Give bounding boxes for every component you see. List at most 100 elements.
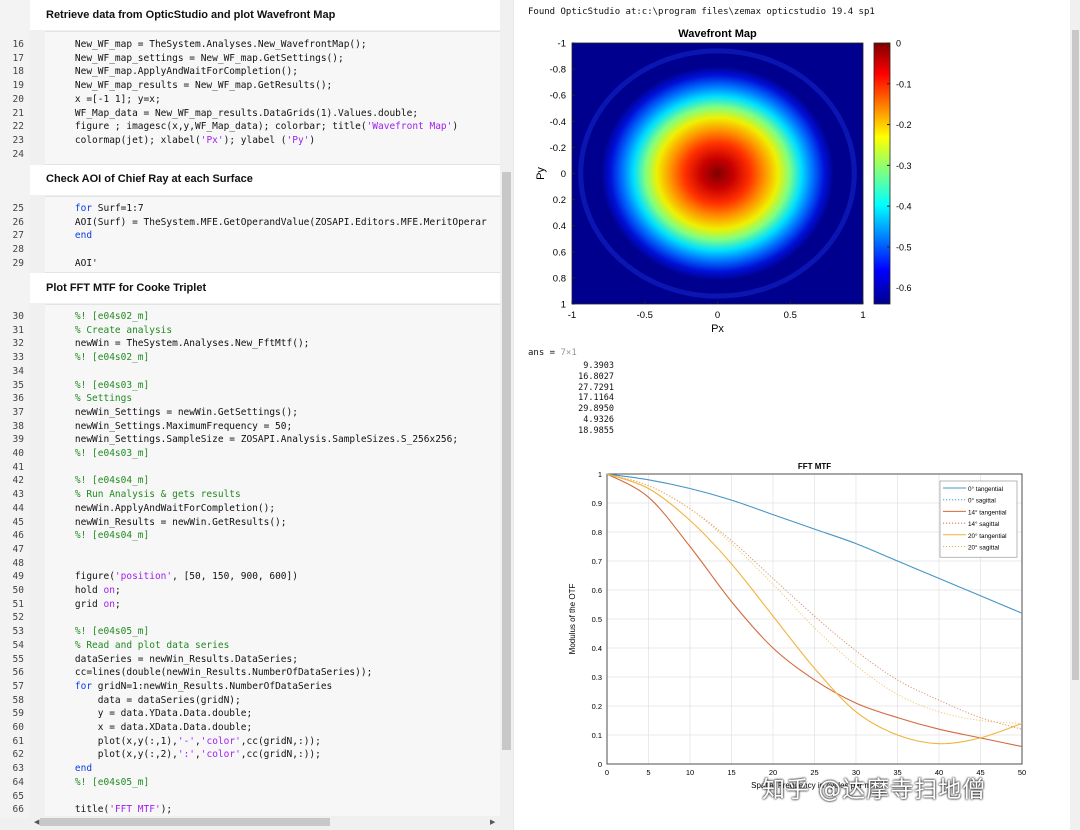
line-number: 33 xyxy=(12,352,24,364)
code-line[interactable]: % Run Analysis & gets results xyxy=(52,488,241,502)
code-line[interactable]: %! [e04s02_m] xyxy=(52,351,149,365)
live-editor[interactable]: Retrieve data from OpticStudio and plot … xyxy=(0,0,513,830)
code-token: %! [e04s04_m] xyxy=(52,530,150,542)
code-token: end xyxy=(74,763,93,775)
code-line[interactable]: dataSeries = newWin_Results.DataSeries; xyxy=(52,653,298,667)
section-header-aoi[interactable]: Check AOI of Chief Ray at each Surface xyxy=(30,165,500,195)
code-line[interactable]: x = data.XData.Data.double; xyxy=(52,721,252,735)
series-line-3 xyxy=(606,473,1023,730)
code-line[interactable]: %! [e04s03_m] xyxy=(52,447,149,461)
code-line[interactable]: AOI(Surf) = TheSystem.MFE.GetOperandValu… xyxy=(52,216,487,230)
section-title: Plot FFT MTF for Cooke Triplet xyxy=(46,282,207,294)
line-number: 63 xyxy=(12,763,24,775)
code-line[interactable]: x =[-1 1]; y=x; xyxy=(52,93,161,107)
y-tick-label: -0.8 xyxy=(550,65,566,76)
code-line[interactable]: newWin_Settings = newWin.GetSettings(); xyxy=(52,406,298,420)
code-line[interactable]: for Surf=1:7 xyxy=(52,202,144,216)
line-number: 54 xyxy=(12,639,24,651)
code-line[interactable]: %! [e04s04_m] xyxy=(52,529,149,543)
code-line[interactable]: colormap(jet); xlabel('Px'); ylabel ('Py… xyxy=(52,134,315,148)
code-token: newWin_Settings.MaximumFrequency = 50; xyxy=(52,420,293,432)
code-line[interactable]: New_WF_map = TheSystem.Analyses.New_Wave… xyxy=(52,38,367,52)
line-number: 55 xyxy=(12,653,24,665)
line-number: 16 xyxy=(12,39,24,50)
code-line[interactable]: % Create analysis xyxy=(52,324,172,338)
code-token: '-' xyxy=(177,735,196,747)
editor-horizontal-scroll-thumb[interactable] xyxy=(40,818,330,826)
x-tick-label: -1 xyxy=(568,310,576,321)
code-block-aoi[interactable] xyxy=(45,196,500,273)
output-pane[interactable]: Found OpticStudio at:c:\program files\ze… xyxy=(514,0,1070,830)
code-token: % Read and plot data series xyxy=(52,639,230,651)
code-line[interactable]: hold on; xyxy=(52,584,121,598)
code-line[interactable]: for gridN=1:newWin_Results.NumberOfDataS… xyxy=(52,680,332,694)
line-number: 53 xyxy=(12,626,24,638)
code-line[interactable]: data = dataSeries(gridN); xyxy=(52,694,241,708)
code-line[interactable]: New_WF_map_results = New_WF_map.GetResul… xyxy=(52,79,332,93)
code-line[interactable]: %! [e04s03_m] xyxy=(52,379,149,393)
code-line[interactable]: New_WF_map_settings = New_WF_map.GetSett… xyxy=(52,52,344,66)
code-line[interactable]: end xyxy=(52,762,92,776)
code-line[interactable]: newWin = TheSystem.Analyses.New_FftMtf()… xyxy=(52,337,310,351)
code-token: x = data.XData.Data.double; xyxy=(52,722,253,733)
code-token: Surf=1:7 xyxy=(92,203,144,214)
code-token: ':' xyxy=(177,749,196,761)
code-line[interactable]: cc=lines(double(newWin_Results.NumberOfD… xyxy=(52,666,372,680)
code-line[interactable]: % Settings xyxy=(52,392,132,406)
code-token: newWin_Results = newWin.GetResults(); xyxy=(52,516,287,528)
fft-mtf-figure[interactable]: 0 5 10 15 20 25 30 35 40 45 50 0 0.1 0.2 0.3 0.4 0.5 0.6 0… xyxy=(554,455,1064,815)
code-line[interactable]: title('FFT MTF'); xyxy=(52,803,172,817)
code-line[interactable]: end xyxy=(52,229,92,243)
code-line[interactable]: plot(x,y(:,1),'-','color',cc(gridN,:)); xyxy=(52,735,321,749)
code-line[interactable]: y = data.YData.Data.double; xyxy=(52,707,252,721)
code-line[interactable]: newWin_Settings.MaximumFrequency = 50; xyxy=(52,420,292,434)
x-tick-label: 25 xyxy=(810,768,818,777)
line-number: 38 xyxy=(12,420,24,432)
code-line[interactable]: AOI' xyxy=(52,257,98,271)
line-number: 50 xyxy=(12,585,24,596)
x-tick-label: 20 xyxy=(769,768,777,777)
code-line[interactable]: grid on; xyxy=(52,598,121,612)
code-line[interactable]: New_WF_map.ApplyAndWaitForCompletion(); xyxy=(52,65,298,79)
ans-value: 17.1164 xyxy=(578,393,614,404)
code-line[interactable]: %! [e04s04_m] xyxy=(52,474,149,488)
code-token: newWin = TheSystem.Analyses.New_FftMtf()… xyxy=(52,338,310,350)
line-number: 60 xyxy=(12,722,24,733)
scroll-left-arrow-icon[interactable]: ◀ xyxy=(34,818,40,826)
code-line[interactable]: figure('position', [50, 150, 900, 600]) xyxy=(52,570,298,584)
section-header-wavefront[interactable]: Retrieve data from OpticStudio and plot … xyxy=(30,0,500,30)
y-tick-label: 0.4 xyxy=(592,644,602,653)
code-line[interactable]: newWin_Settings.SampleSize = ZOSAPI.Anal… xyxy=(52,433,458,447)
y-tick-label: 0.8 xyxy=(553,273,566,284)
code-line[interactable]: WF_Map_data = New_WF_map_results.DataGri… xyxy=(52,107,418,121)
code-line[interactable]: % Read and plot data series xyxy=(52,639,229,653)
code-line[interactable]: newWin.ApplyAndWaitForCompletion(); xyxy=(52,502,275,516)
x-tick-label: 1 xyxy=(860,310,865,321)
ans-value: 29.8950 xyxy=(578,404,614,415)
line-number: 19 xyxy=(12,80,24,92)
editor-vertical-scroll-thumb[interactable] xyxy=(502,172,511,750)
section-header-fft[interactable]: Plot FFT MTF for Cooke Triplet xyxy=(30,273,500,303)
code-token: New_WF_map = TheSystem.Analyses.New_Wave… xyxy=(52,39,367,50)
output-vertical-scroll-thumb[interactable] xyxy=(1072,30,1079,680)
line-number: 47 xyxy=(12,543,24,555)
code-line[interactable]: %! [e04s05_m] xyxy=(52,625,149,639)
code-token: cc=lines(double(newWin_Results.NumberOfD… xyxy=(52,667,373,679)
x-axis-label: Px xyxy=(711,323,724,335)
code-line[interactable]: figure ; imagesc(x,y,WF_Map_data); color… xyxy=(52,120,458,134)
code-line[interactable]: plot(x,y(:,2),':','color',cc(gridN,:)); xyxy=(52,748,321,762)
code-block-wavefront[interactable] xyxy=(45,31,500,165)
code-token: %! [e04s03_m] xyxy=(52,379,150,391)
y-tick-label: -0.2 xyxy=(550,143,566,154)
code-token: on xyxy=(103,598,115,610)
wavefront-map-figure[interactable]: Wavefront Map -1 -0.5 0 0.5 1 Px -1 -0.8 -0.6 -0.4… xyxy=(514,20,1070,365)
code-line[interactable]: %! [e04s05_m] xyxy=(52,776,149,790)
code-line[interactable]: newWin_Results = newWin.GetResults(); xyxy=(52,516,287,530)
code-token: ) xyxy=(309,134,316,146)
watermark: 知乎 @达摩寺扫地僧 xyxy=(762,777,987,803)
y-tick-label: 1 xyxy=(598,470,602,479)
code-line[interactable]: %! [e04s02_m] xyxy=(52,310,149,324)
scroll-right-arrow-icon[interactable]: ▶ xyxy=(490,818,496,826)
y-axis-label: Py xyxy=(535,167,547,180)
line-number: 36 xyxy=(12,393,24,405)
